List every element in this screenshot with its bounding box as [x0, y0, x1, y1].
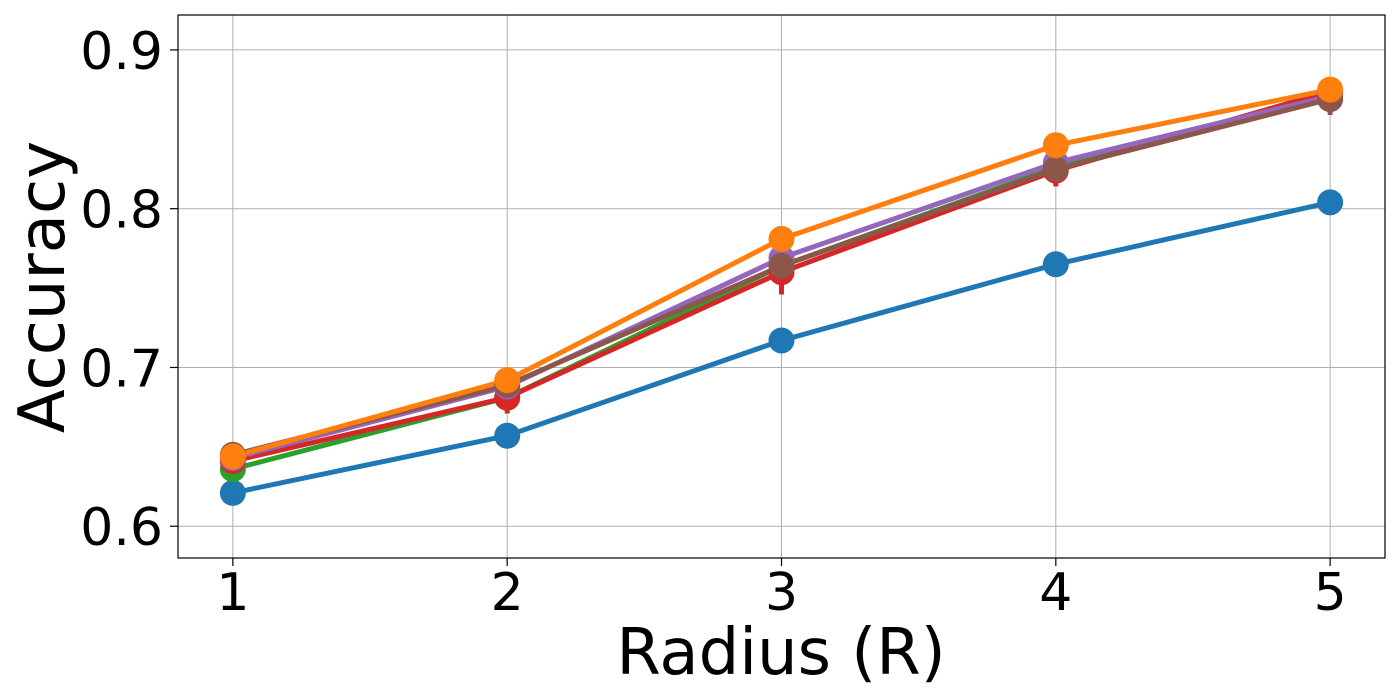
data-point	[1317, 189, 1344, 216]
data-point	[494, 367, 521, 394]
data-point	[1042, 251, 1069, 278]
data-point	[1042, 156, 1069, 183]
y-tick-label: 0.7	[80, 339, 163, 399]
data-points	[219, 76, 1344, 506]
tick-labels: 1 2 3 4 5 0.6 0.7 0.8 0.9	[80, 22, 1346, 623]
data-point	[1317, 76, 1344, 103]
data-point	[768, 252, 795, 279]
data-point	[219, 479, 246, 506]
y-axis-title: Accuracy	[6, 141, 80, 433]
x-tick-label: 4	[1039, 563, 1072, 623]
data-point	[219, 443, 246, 470]
data-point	[768, 327, 795, 354]
grid-lines	[178, 15, 1385, 558]
y-tick-label: 0.8	[80, 181, 163, 241]
x-tick-label: 1	[216, 563, 249, 623]
data-point	[1042, 132, 1069, 159]
data-point	[768, 225, 795, 252]
x-tick-label: 5	[1314, 563, 1347, 623]
x-axis-title: Radius (R)	[616, 616, 945, 690]
x-tick-label: 3	[765, 563, 798, 623]
x-tick-label: 2	[491, 563, 524, 623]
y-tick-label: 0.9	[80, 22, 163, 82]
data-point	[494, 422, 521, 449]
y-tick-label: 0.6	[80, 498, 163, 558]
